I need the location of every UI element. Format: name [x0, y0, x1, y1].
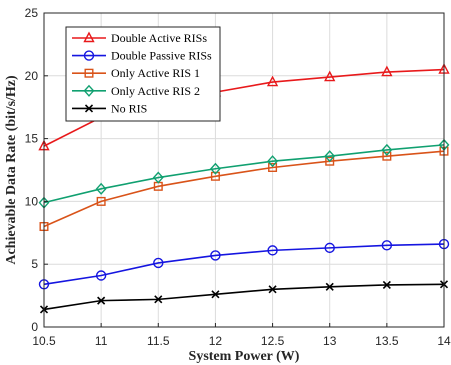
data-point	[209, 162, 221, 175]
plot-frame	[43, 12, 445, 328]
data-point	[267, 155, 279, 168]
data-point	[268, 162, 278, 172]
series-2	[38, 238, 450, 290]
legend-item: No RIS	[72, 101, 147, 115]
tick-labels: 10.5 11 11.5 12 12.5 13 13.5 14 0 5 10 15 20 25	[25, 6, 451, 348]
y-tick-label: 15	[25, 132, 39, 146]
legend-label: No RIS	[111, 101, 147, 115]
legend-label: Double Passive RISs	[111, 49, 212, 63]
x-tick-label: 13	[323, 334, 337, 348]
series-line	[43, 283, 445, 311]
legend-label: Only Active RIS 1	[111, 66, 200, 80]
data-point	[267, 245, 278, 256]
data-point	[152, 171, 164, 184]
legend-item: Double Passive RISs	[72, 49, 212, 63]
x-tick-label: 13.5	[375, 334, 399, 348]
legend-marker	[83, 31, 95, 43]
data-point	[211, 290, 220, 299]
data-point	[324, 150, 336, 163]
data-point	[154, 295, 163, 304]
series-layer	[38, 63, 450, 314]
legend-label: Only Active RIS 2	[111, 84, 200, 98]
y-tick-label: 5	[31, 257, 38, 271]
x-tick-label: 10.5	[32, 334, 56, 348]
data-point	[325, 156, 335, 166]
series-line	[43, 150, 445, 228]
x-axis-title: System Power (W)	[189, 349, 300, 364]
y-tick-label: 0	[31, 320, 38, 334]
data-point	[324, 70, 336, 82]
data-point	[382, 280, 391, 289]
legend-label: Double Active RISs	[111, 31, 207, 45]
legend-marker	[83, 84, 95, 97]
data-point	[325, 282, 334, 291]
data-point	[266, 75, 279, 87]
series-line	[43, 144, 445, 204]
data-point	[153, 257, 164, 269]
legend: Double Active RISs Double Passive RISs Onl…	[65, 26, 221, 122]
x-tick-label: 12.5	[261, 334, 285, 348]
legend-marker	[83, 50, 95, 61]
data-point	[210, 171, 220, 181]
data-point	[381, 143, 393, 156]
data-point	[210, 250, 221, 261]
series-line	[43, 243, 445, 286]
data-point	[95, 270, 107, 281]
series-5	[39, 280, 449, 314]
data-point	[95, 182, 107, 195]
x-tick-label: 14	[437, 334, 451, 348]
y-axis-title: Achievable Data Rate (bit/s/Hz)	[4, 75, 19, 265]
data-point	[381, 65, 393, 77]
y-tick-label: 20	[25, 69, 39, 83]
y-tick-label: 25	[25, 6, 39, 20]
x-tick-label: 11.5	[147, 334, 170, 348]
x-tick-label: 11	[95, 334, 108, 348]
data-point	[96, 196, 106, 206]
x-tick-label: 12	[209, 334, 223, 348]
y-tick-label: 10	[25, 194, 39, 208]
legend-item: Only Active RIS 1	[72, 66, 200, 80]
legend-item: Double Active RISs	[72, 31, 207, 45]
data-point	[97, 296, 106, 305]
legend-marker	[84, 68, 94, 78]
data-point	[381, 240, 393, 251]
legend-marker	[84, 104, 94, 113]
data-point	[268, 285, 277, 294]
data-point	[382, 151, 392, 161]
data-point	[324, 242, 335, 254]
legend-item: Only Active RIS 2	[72, 84, 200, 98]
